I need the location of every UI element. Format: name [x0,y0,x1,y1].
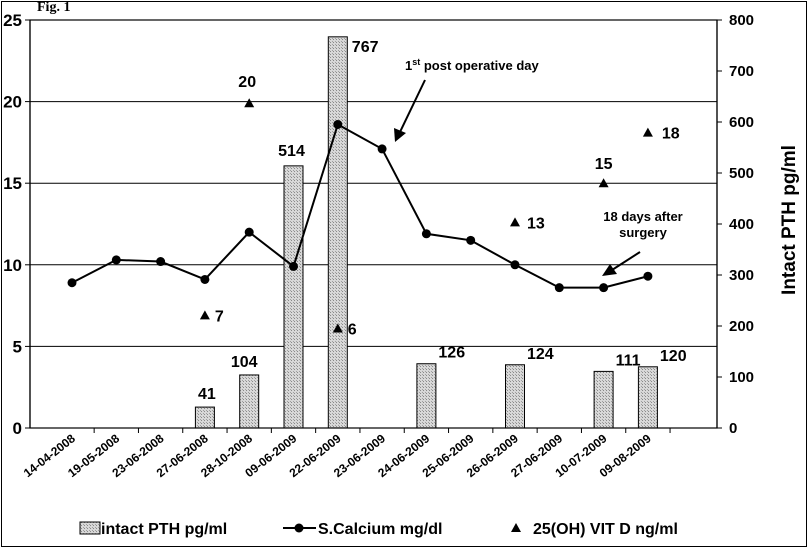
vitd-marker-22-06-2009 [332,323,343,333]
annotation-18-days-line: surgery [619,225,667,240]
legend-label-pth: intact PTH pg/ml [101,521,227,538]
annotation-rest: post operative day [420,58,539,73]
bar-24-06-2009 [416,363,437,429]
vitd-value-label: 7 [215,308,224,325]
left-tick-label: 25 [3,11,22,30]
line-series-s-calcium [67,119,653,293]
annotation-num: 1 [405,58,412,73]
annotation-18-days-line: 18 days after [603,209,683,224]
annotation-post-op: 1st post operative day [405,57,539,73]
calcium-point-27-06-2009 [554,283,564,293]
calcium-point-23-06-2009 [377,144,387,154]
legend-label-vitd: 25(OH) VIT D ng/ml [533,521,678,538]
left-tick-label: 5 [13,337,22,356]
calcium-point-19-05-2008 [111,255,121,265]
bar-22-06-2009 [327,36,348,429]
calcium-point-09-08-2009 [643,271,653,281]
annotation-arrow-2 [611,251,641,271]
vitd-marker-28-10-2008 [244,98,255,108]
vitd-value-label: 20 [238,74,256,91]
data-labels: 41 104 514 767 126 124 111 120 7 20 6 13 15 18 [198,39,687,403]
legend: intact PTH pg/ml S.Calcium mg/dl 25(OH) VI… [79,521,678,538]
bar-28-10-2008 [239,374,260,429]
vitd-value-label: 15 [595,156,613,173]
vitd-value-label: 6 [348,321,357,338]
right-tick-label: 500 [729,165,754,182]
annotation-arrowhead-2 [602,264,617,276]
calcium-line [71,122,649,289]
vitd-marker-09-08-2009 [642,127,653,137]
bar-value-label: 767 [352,39,379,56]
legend-swatch-calcium-dot [294,523,304,533]
right-tick-label: 600 [729,114,754,131]
bar-value-label: 111 [616,352,641,369]
axes: 0 5 10 15 20 25 0 100 200 300 400 500 600 700 800 Intac… [3,11,800,480]
right-axis-title: Intact PTH pg/ml [779,145,800,295]
vitd-marker-10-07-2009 [598,178,609,188]
annotation-sup: st [412,57,420,67]
right-tick-label: 0 [729,420,737,437]
bar-series-intact-pth [194,36,658,429]
calcium-point-25-06-2009 [466,235,476,245]
right-tick-label: 200 [729,318,754,335]
right-tick-label: 100 [729,369,754,386]
bar-value-label: 104 [231,354,258,371]
right-tick-label: 800 [729,12,754,29]
left-tick-label: 10 [3,256,22,275]
left-tick-label: 20 [3,93,22,112]
annotations: 1st post operative day 18 days aftersurge… [394,57,683,276]
gridlines [30,101,717,347]
bar-value-label: 41 [198,386,216,403]
right-tick-label: 400 [729,216,754,233]
bar-27-06-2008 [194,406,215,429]
calcium-point-10-07-2009 [599,283,609,293]
calcium-point-23-06-2008 [156,257,166,267]
legend-swatch-vitd [511,523,521,532]
bar-value-label: 126 [438,345,465,362]
bar-value-label: 120 [660,348,687,365]
calcium-point-09-06-2009 [289,261,298,271]
calcium-point-24-06-2009 [421,229,431,239]
legend-swatch-pth [79,521,101,535]
plot-border [29,19,718,429]
annotation-arrowhead-1 [394,128,406,142]
calcium-point-14-04-2008 [67,278,77,288]
annotation-arrow-1 [399,79,426,133]
calcium-point-26-06-2009 [510,260,520,270]
bar-09-08-2009 [637,366,658,429]
bar-value-label: 124 [527,346,554,363]
left-tick-label: 15 [3,174,22,193]
left-tick-label: 0 [13,419,22,438]
right-tick-label: 700 [729,63,754,80]
plot-area-border [29,19,718,429]
right-tick-label: 300 [729,267,754,284]
bar-26-06-2009 [505,364,525,429]
bar-value-label: 514 [278,143,305,160]
vitd-value-label: 13 [527,215,545,232]
calcium-point-27-06-2008 [200,274,210,284]
scatter-series-vit-d [199,98,653,333]
legend-label-calcium: S.Calcium mg/dl [318,521,442,538]
vitd-value-label: 18 [662,126,680,143]
calcium-point-28-10-2008 [244,227,254,237]
vitd-marker-27-06-2008 [199,310,210,320]
vitd-marker-26-06-2009 [510,217,520,227]
bar-10-07-2009 [593,370,614,429]
bar-09-06-2009 [283,165,304,429]
calcium-point-22-06-2009 [333,119,343,129]
figure-label: Fig. 1 [37,0,71,15]
